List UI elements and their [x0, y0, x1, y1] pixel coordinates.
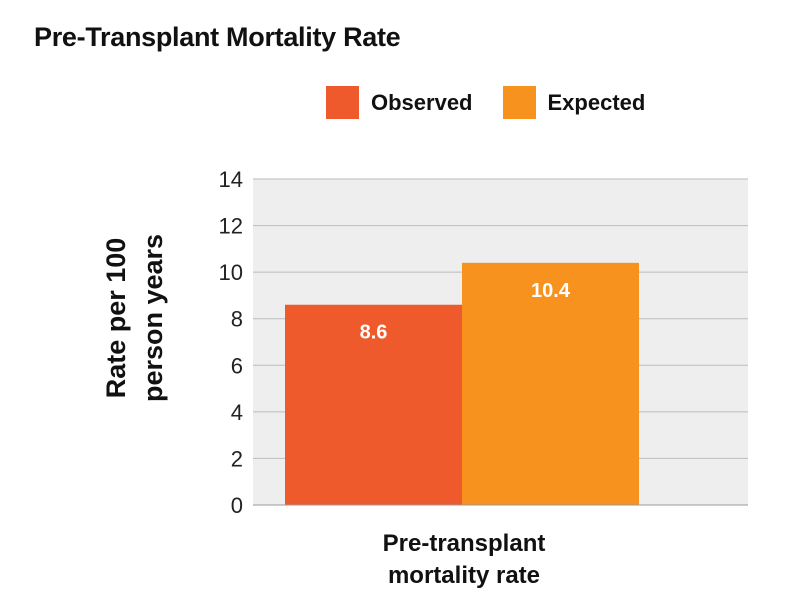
y-tick-label-10: 10 [219, 260, 243, 285]
x-axis-label: Pre-transplant mortality rate [354, 528, 574, 592]
x-axis-label-line-2: mortality rate [387, 562, 541, 589]
y-tick-label-8: 8 [231, 307, 243, 332]
y-tick-label-14: 14 [219, 167, 243, 192]
data-label-expected: 10.4 [531, 280, 571, 302]
legend-swatch-expected [502, 86, 536, 119]
y-tick-label-12: 12 [219, 214, 243, 239]
data-label-observed: 8.6 [360, 322, 388, 344]
legend-item-observed: Observed [326, 86, 473, 119]
legend-label-observed: Observed [371, 89, 473, 115]
bar-observed [285, 304, 462, 505]
x-axis-label-line-1: Pre-transplant [382, 530, 546, 557]
legend-label-expected: Expected [547, 89, 646, 115]
y-tick-label-4: 4 [231, 400, 243, 425]
legend-swatch-observed [326, 86, 359, 119]
y-tick-label-6: 6 [231, 353, 243, 378]
bar-expected [462, 262, 639, 505]
legend: Observed Expected [326, 86, 675, 119]
y-tick-label-2: 2 [231, 446, 243, 471]
legend-item-expected: Expected [502, 86, 646, 119]
chart-title: Pre-Transplant Mortality Rate [34, 22, 401, 52]
y-tick-label-0: 0 [231, 493, 243, 518]
